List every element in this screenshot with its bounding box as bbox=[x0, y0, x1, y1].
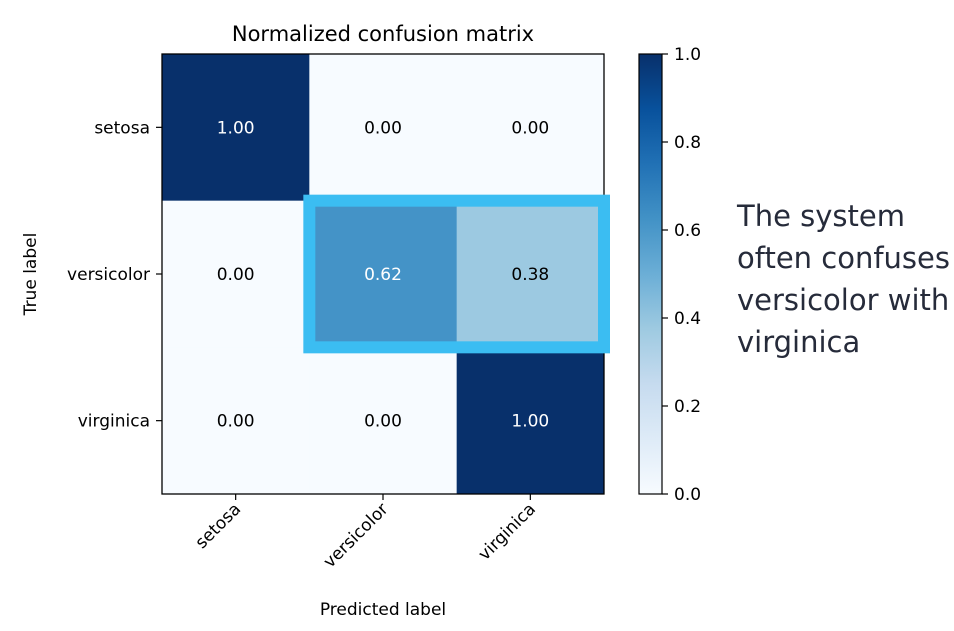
x-tick-label: setosa bbox=[192, 499, 246, 553]
x-tick-label: virginica bbox=[475, 499, 540, 564]
colorbar-tick-label: 0.8 bbox=[674, 133, 701, 153]
colorbar-tick-label: 1.0 bbox=[674, 45, 701, 65]
y-tick-label: versicolor bbox=[67, 265, 150, 285]
x-tick-labels: setosa versicolor virginica bbox=[192, 494, 540, 572]
y-tick-label: virginica bbox=[78, 412, 150, 432]
matrix-cell bbox=[456, 54, 605, 202]
colorbar bbox=[638, 53, 663, 495]
x-axis-label: Predicted label bbox=[320, 600, 446, 620]
cell-value-label: 0.00 bbox=[364, 118, 402, 138]
chart-title: Normalized confusion matrix bbox=[232, 22, 534, 46]
annotation-text: The system often confuses versicolor wit… bbox=[737, 199, 950, 359]
colorbar-tick-label: 0.6 bbox=[674, 221, 701, 241]
y-tick-labels: setosa versicolor virginica bbox=[67, 118, 162, 432]
matrix-cell bbox=[456, 347, 605, 495]
matrix-cell bbox=[162, 347, 310, 495]
matrix-cell bbox=[162, 200, 310, 348]
cell-value-label: 0.38 bbox=[511, 265, 549, 285]
cell-value-label: 1.00 bbox=[511, 412, 549, 432]
matrix-cells bbox=[162, 54, 605, 495]
y-tick-label: setosa bbox=[94, 118, 150, 138]
cell-value-label: 0.00 bbox=[217, 265, 255, 285]
colorbar-ticks: 0.0 0.2 0.4 0.6 0.8 1.0 bbox=[662, 45, 701, 505]
matrix-cell bbox=[309, 347, 458, 495]
matrix-cell bbox=[309, 54, 458, 202]
highlight-box bbox=[303, 194, 610, 354]
cell-value-label: 0.62 bbox=[364, 265, 402, 285]
cell-value-label: 0.00 bbox=[511, 118, 549, 138]
colorbar-tick-label: 0.2 bbox=[674, 397, 701, 417]
x-tick-label: versicolor bbox=[320, 499, 393, 572]
matrix-cell bbox=[162, 54, 310, 202]
y-axis-label: True label bbox=[21, 233, 41, 317]
cell-value-label: 0.00 bbox=[364, 412, 402, 432]
colorbar-tick-label: 0.0 bbox=[674, 485, 701, 505]
cell-value-label: 1.00 bbox=[217, 118, 255, 138]
cell-value-label: 0.00 bbox=[217, 412, 255, 432]
colorbar-tick-label: 0.4 bbox=[674, 309, 701, 329]
matrix-cell-labels: 1.00 0.00 0.00 0.00 0.62 0.38 0.00 0.00 1.00 bbox=[217, 118, 550, 431]
matrix-cell bbox=[456, 200, 605, 348]
matrix-cell bbox=[309, 200, 458, 348]
